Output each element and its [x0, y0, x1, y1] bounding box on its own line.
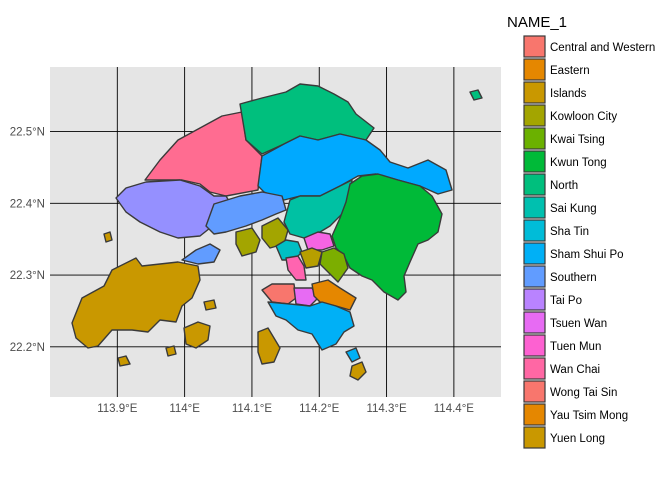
- legend-swatch: [523, 81, 546, 104]
- district-wan-chai: [293, 287, 319, 307]
- legend-label: Yuen Long: [550, 433, 605, 445]
- district-islands: [203, 299, 217, 311]
- district-islet: [103, 231, 113, 243]
- district-yau-tsim-mong: [285, 255, 307, 281]
- district-layer: [71, 83, 483, 381]
- legend-swatch: [523, 426, 546, 449]
- district-islands: [183, 321, 211, 349]
- district-islands: [117, 355, 131, 367]
- district-north-islet: [469, 89, 483, 101]
- y-tick-label: 22.5°N: [10, 127, 45, 139]
- legend-title: NAME_1: [507, 14, 567, 31]
- legend-swatch: [523, 380, 546, 403]
- legend-swatch: [523, 35, 546, 58]
- legend-swatch: [523, 311, 546, 334]
- x-tick-label: 114.1°E: [232, 403, 273, 415]
- legend-label: North: [550, 180, 578, 192]
- legend-swatch: [523, 196, 546, 219]
- x-axis: 113.9°E 114°E 114.1°E 114.2°E 114.3°E 114.4°E: [97, 403, 474, 415]
- district-sai-kung: [331, 173, 443, 301]
- legend-swatch: [523, 58, 546, 81]
- legend-label: Kowloon City: [550, 111, 617, 123]
- district-islands: [71, 257, 201, 349]
- legend-swatch: [523, 288, 546, 311]
- legend-swatch: [523, 173, 546, 196]
- district-southern: [267, 301, 355, 351]
- legend-label: Wong Tai Sin: [550, 387, 617, 399]
- legend-label: Central and Western: [550, 42, 655, 54]
- legend-swatch: [523, 242, 546, 265]
- legend-swatch: [523, 334, 546, 357]
- legend-label: Sham Shui Po: [550, 249, 624, 261]
- district-islands: [349, 361, 367, 381]
- legend-label: Tuen Mun: [550, 341, 601, 353]
- legend-label: Islands: [550, 88, 587, 100]
- legend-label: Tai Po: [550, 295, 582, 307]
- legend-label: Southern: [550, 272, 597, 284]
- legend-swatch: [523, 403, 546, 426]
- y-tick-label: 22.4°N: [10, 198, 45, 210]
- legend-label: Wan Chai: [550, 364, 600, 376]
- district-kwun-tong: [319, 247, 349, 283]
- legend-label: Kwai Tsing: [550, 134, 605, 146]
- legend-swatch: [523, 357, 546, 380]
- district-islands: [257, 327, 281, 365]
- legend-label: Sha Tin: [550, 226, 589, 238]
- legend-label: Sai Kung: [550, 203, 597, 215]
- legend: NAME_1 Central and Western Eastern Islands K…: [507, 14, 655, 449]
- x-tick-label: 114°E: [169, 403, 200, 415]
- legend-swatch: [523, 104, 546, 127]
- district-kwai-tsing: [235, 227, 261, 257]
- x-tick-label: 114.3°E: [366, 403, 407, 415]
- y-tick-label: 22.3°N: [10, 270, 45, 282]
- y-axis: 22.2°N 22.3°N 22.4°N 22.5°N: [10, 127, 45, 354]
- district-tsuen-wan: [205, 191, 287, 235]
- district-kowloon-city: [299, 247, 323, 269]
- district-tsuen-wan: [181, 243, 221, 265]
- district-islands: [165, 345, 177, 357]
- legend-swatch: [523, 127, 546, 150]
- legend-swatch: [523, 265, 546, 288]
- legend-label: Tsuen Wan: [550, 318, 607, 330]
- district-southern: [345, 347, 361, 363]
- y-tick-label: 22.2°N: [10, 342, 45, 354]
- legend-label: Eastern: [550, 65, 590, 77]
- district-yuen-long: [144, 111, 263, 197]
- legend-swatch: [523, 150, 546, 173]
- x-tick-label: 114.2°E: [299, 403, 340, 415]
- legend-label: Kwun Tong: [550, 157, 607, 169]
- x-tick-label: 113.9°E: [97, 403, 138, 415]
- legend-swatch: [523, 219, 546, 242]
- legend-label: Yau Tsim Mong: [550, 410, 628, 422]
- x-tick-label: 114.4°E: [434, 403, 475, 415]
